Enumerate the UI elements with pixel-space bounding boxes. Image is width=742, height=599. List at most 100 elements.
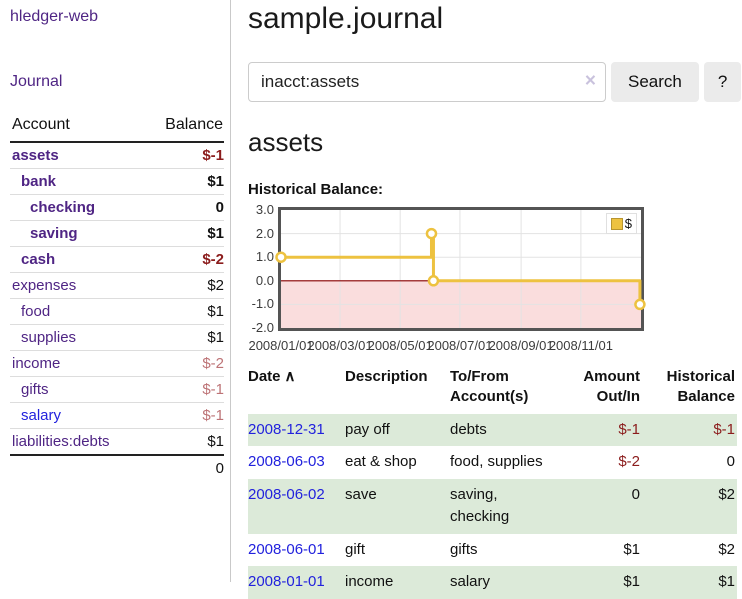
register-row: 2008-12-31 pay off debts $-1 $-1 xyxy=(248,413,737,446)
search-button[interactable]: Search xyxy=(611,62,699,102)
account-balance: $2 xyxy=(142,272,224,299)
sort-asc-icon: ∧ xyxy=(284,368,296,385)
transaction-balance: $2 xyxy=(718,485,735,503)
x-axis-tick-label: 2008/05/01 xyxy=(367,338,433,353)
account-row: supplies $1 xyxy=(10,324,224,351)
account-balance: $-2 xyxy=(142,350,224,377)
y-axis-tick-label: -1.0 xyxy=(251,296,274,312)
transaction-amount: $1 xyxy=(623,540,640,558)
app-window: hledger-web Journal Account Balance asse… xyxy=(10,0,742,599)
transaction-description: gift xyxy=(345,540,366,558)
register-body: 2008-12-31 pay off debts $-1 $-1 2008-06… xyxy=(248,413,737,599)
x-axis-tick-label: 2008/03/01 xyxy=(307,338,373,353)
search-input[interactable] xyxy=(248,62,606,102)
search-bar: × Search ? xyxy=(248,62,742,102)
x-axis-tick-label: 2008/07/01 xyxy=(427,338,493,353)
transaction-accounts: gifts xyxy=(450,540,478,558)
account-row: checking 0 xyxy=(10,194,224,221)
account-row: liabilities:debts $1 xyxy=(10,428,224,455)
transaction-date-link[interactable]: 2008-06-01 xyxy=(248,540,325,558)
account-link[interactable]: assets xyxy=(12,147,59,164)
account-link[interactable]: liabilities:debts xyxy=(12,433,110,450)
page-title: sample.journal xyxy=(248,2,444,35)
account-link[interactable]: food xyxy=(21,303,51,320)
account-column-header: Account xyxy=(10,112,143,143)
historical-balance-chart: $ 3.0 2.0 1.0 0.0 -1.0 -2.0 2008/01/01 2008/03/… xyxy=(248,202,741,354)
account-row: cash $-2 xyxy=(10,246,224,273)
account-balance: $-2 xyxy=(142,246,224,273)
description-column-header: Description xyxy=(345,368,428,385)
sidebar-accounts-body: assets $-1 bank $1 checking 0 saving $1 … xyxy=(10,142,224,455)
transaction-date-link[interactable]: 2008-12-31 xyxy=(248,420,325,438)
account-balance: $1 xyxy=(142,324,224,351)
balance-column-header: Balance xyxy=(142,112,224,143)
account-balance: $-1 xyxy=(142,402,224,429)
app-title-link[interactable]: hledger-web xyxy=(10,8,99,25)
transaction-description: income xyxy=(345,573,394,590)
legend-label: $ xyxy=(624,216,632,231)
transaction-balance: $2 xyxy=(718,540,735,558)
account-link[interactable]: supplies xyxy=(21,329,77,346)
transaction-description: save xyxy=(345,485,377,503)
transaction-date-link[interactable]: 2008-06-03 xyxy=(248,453,325,470)
date-column-header[interactable]: Date ∧ xyxy=(248,368,296,385)
transaction-amount: $-2 xyxy=(618,453,640,470)
x-axis-tick-label: 2008/09/01 xyxy=(488,338,554,353)
transaction-balance: 0 xyxy=(726,453,735,470)
account-link[interactable]: cash xyxy=(21,251,56,268)
chart-title: Historical Balance: xyxy=(248,181,384,198)
transaction-amount: 0 xyxy=(631,485,640,503)
x-axis-tick-label: 2008/01/01 xyxy=(248,338,314,353)
register-row: 2008-06-02 save saving, checking 0 $2 xyxy=(248,478,737,534)
total-spacer xyxy=(10,454,143,481)
y-axis-tick-label: 1.0 xyxy=(255,249,274,265)
account-row: food $1 xyxy=(10,298,224,325)
account-balance: $-1 xyxy=(202,147,224,164)
account-balance: 0 xyxy=(142,194,224,221)
y-axis-tick-label: -2.0 xyxy=(251,320,274,335)
accounts-table: Account Balance assets $-1 bank $1 check… xyxy=(10,112,224,481)
account-row: salary $-1 xyxy=(10,402,224,429)
account-link[interactable]: bank xyxy=(21,173,57,190)
accounts-header-row: Account Balance xyxy=(10,112,224,143)
account-balance: $1 xyxy=(142,298,224,325)
help-button[interactable]: ? xyxy=(703,62,742,102)
account-link[interactable]: salary xyxy=(21,407,62,424)
x-axis-tick-label: 2008/11/01 xyxy=(548,338,613,353)
y-axis-tick-label: 2.0 xyxy=(255,225,274,241)
account-row: bank $1 xyxy=(10,168,224,195)
account-link[interactable]: checking xyxy=(30,199,96,216)
transaction-accounts: debts xyxy=(450,420,487,438)
sidebar-item-journal: Journal xyxy=(10,73,224,91)
chart-legend: $ xyxy=(605,213,637,234)
account-link[interactable]: expenses xyxy=(12,277,77,294)
account-link[interactable]: income xyxy=(12,355,61,372)
transaction-accounts: saving, checking xyxy=(450,485,510,526)
main-content: sample.journal × Search ? assets Histori… xyxy=(231,0,742,599)
transaction-balance: $1 xyxy=(718,573,735,590)
account-row: expenses $2 xyxy=(10,272,224,299)
account-row: income $-2 xyxy=(10,350,224,377)
y-axis-tick-label: 3.0 xyxy=(255,202,274,217)
amount-column-header: Amount Out/In xyxy=(583,368,640,406)
accounts-column-header: To/From Account(s) xyxy=(450,368,529,406)
register-row: 2008-06-01 gift gifts $1 $2 xyxy=(248,534,737,567)
account-row: saving $1 xyxy=(10,220,224,247)
transaction-description: eat & shop xyxy=(345,453,417,470)
chart-plot-svg xyxy=(275,210,646,328)
app-title: hledger-web xyxy=(10,8,224,26)
balance-column-header-register: Historical Balance xyxy=(666,368,735,406)
transaction-accounts: salary xyxy=(450,573,491,590)
register-header-row: Date ∧ Description To/From Account(s) Amo… xyxy=(248,364,737,414)
transaction-accounts: food, supplies xyxy=(450,453,543,470)
account-link[interactable]: saving xyxy=(30,225,78,242)
transaction-description: pay off xyxy=(345,420,390,438)
legend-swatch-icon xyxy=(610,217,623,230)
y-axis-tick-label: 0.0 xyxy=(255,272,274,288)
transaction-date-link[interactable]: 2008-06-02 xyxy=(248,485,325,503)
clear-search-icon[interactable]: × xyxy=(584,70,596,92)
register-row: 2008-01-01 income salary $1 $1 xyxy=(248,566,737,599)
journal-link[interactable]: Journal xyxy=(10,73,63,90)
account-link[interactable]: gifts xyxy=(21,381,49,398)
chart-plot: $ xyxy=(275,207,646,331)
